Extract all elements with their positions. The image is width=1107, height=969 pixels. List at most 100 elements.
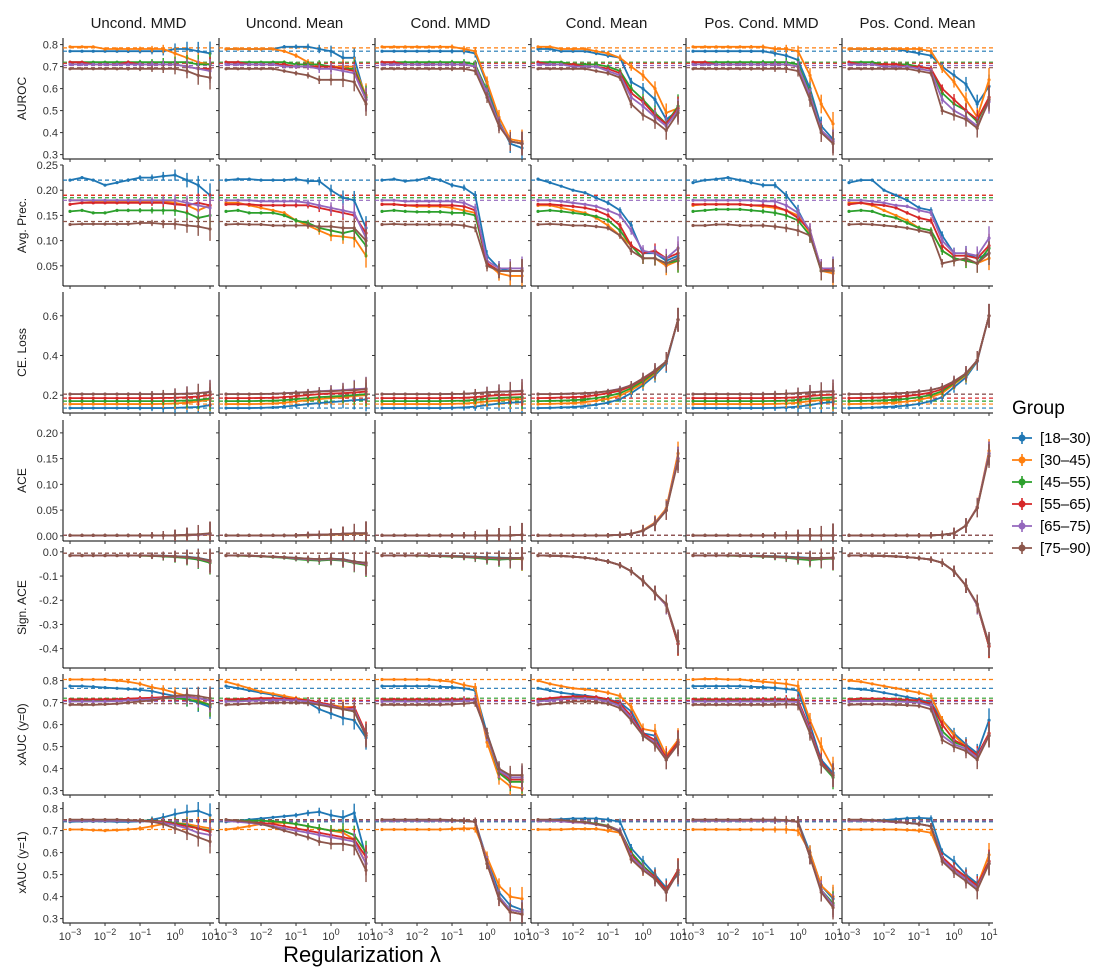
data-point (415, 203, 419, 207)
data-point (548, 399, 552, 403)
data-point (224, 396, 228, 400)
data-point (427, 210, 431, 214)
data-point (403, 209, 407, 213)
data-point (259, 533, 263, 537)
data-point (583, 397, 587, 402)
panel-ace-pos-cond-mmd (683, 420, 837, 544)
data-point (676, 459, 680, 463)
data-point (571, 401, 575, 405)
data-point (571, 395, 575, 399)
data-point (738, 62, 742, 66)
series-line (538, 67, 679, 132)
data-point (68, 209, 72, 213)
data-point (847, 181, 851, 185)
data-point (450, 533, 454, 537)
data-point (403, 62, 407, 66)
data-point (952, 113, 956, 117)
y-tick-label: 0.6 (43, 311, 58, 323)
data-point (294, 223, 298, 228)
panel-plot-area (375, 547, 526, 571)
data-point (726, 202, 730, 206)
data-point (726, 49, 730, 53)
data-point (882, 405, 886, 409)
data-point (306, 533, 310, 537)
data-point (749, 67, 753, 71)
data-point (259, 399, 263, 403)
data-point (536, 67, 540, 71)
data-point (294, 65, 298, 69)
data-point (808, 98, 812, 102)
data-point (749, 60, 753, 64)
data-point (905, 397, 909, 401)
data-point (882, 65, 886, 69)
data-point (703, 198, 707, 202)
data-point (676, 256, 680, 260)
data-point (403, 392, 407, 396)
data-point (103, 47, 107, 51)
data-point (726, 207, 730, 211)
data-point (548, 222, 552, 226)
data-point (975, 358, 979, 363)
data-point (882, 223, 886, 228)
data-point (80, 49, 84, 53)
data-point (236, 222, 240, 226)
data-point (224, 392, 228, 396)
data-point (173, 392, 177, 396)
data-point (987, 314, 991, 318)
data-point (352, 226, 356, 230)
data-point (427, 199, 431, 203)
series-line (538, 48, 679, 121)
data-point (917, 402, 921, 406)
panel-plot-area (375, 378, 526, 413)
data-point (738, 406, 742, 410)
row-title-xauc-y-0: xAUC (y=0) (15, 703, 29, 765)
data-point (103, 67, 107, 71)
data-point (91, 553, 95, 558)
data-point (236, 208, 240, 212)
data-point (691, 198, 695, 202)
data-point (940, 67, 944, 71)
data-point (341, 557, 345, 561)
data-point (161, 392, 165, 396)
data-point (364, 387, 368, 391)
data-point (796, 228, 800, 233)
data-point (259, 199, 263, 203)
data-point (618, 213, 622, 218)
data-point (403, 49, 407, 53)
data-point (749, 396, 753, 400)
data-point (894, 203, 898, 207)
data-point (68, 198, 72, 202)
data-point (536, 402, 540, 406)
series-75-90 (691, 222, 835, 283)
data-point (870, 202, 874, 206)
facet-row-titles: AUROC 0.3 0.4 0.5 0.6 0.7 0.8 Avg. Prec. 0.05 0.1… (15, 40, 58, 926)
data-point (427, 67, 431, 71)
data-point (80, 396, 84, 400)
data-point (462, 67, 466, 71)
data-point (68, 49, 72, 53)
data-point (536, 202, 540, 206)
data-point (761, 406, 765, 410)
series-75-90 (691, 523, 835, 541)
series-line (538, 458, 679, 537)
data-point (691, 202, 695, 206)
data-point (236, 392, 240, 396)
series-line (849, 315, 990, 396)
data-point (583, 400, 587, 404)
data-point (726, 198, 730, 202)
data-point (80, 402, 84, 406)
data-point (247, 396, 251, 400)
data-point (427, 392, 431, 396)
panel-plot-area (842, 178, 993, 273)
data-point (964, 523, 968, 528)
data-point (364, 239, 368, 243)
data-point (714, 406, 718, 410)
data-point (485, 264, 489, 268)
data-point (629, 228, 633, 233)
panel-auroc-cond-mean (528, 38, 682, 162)
data-point (761, 67, 765, 71)
data-point (536, 177, 540, 181)
panel-plot-area (63, 521, 214, 541)
data-point (329, 78, 333, 82)
data-point (380, 396, 384, 400)
